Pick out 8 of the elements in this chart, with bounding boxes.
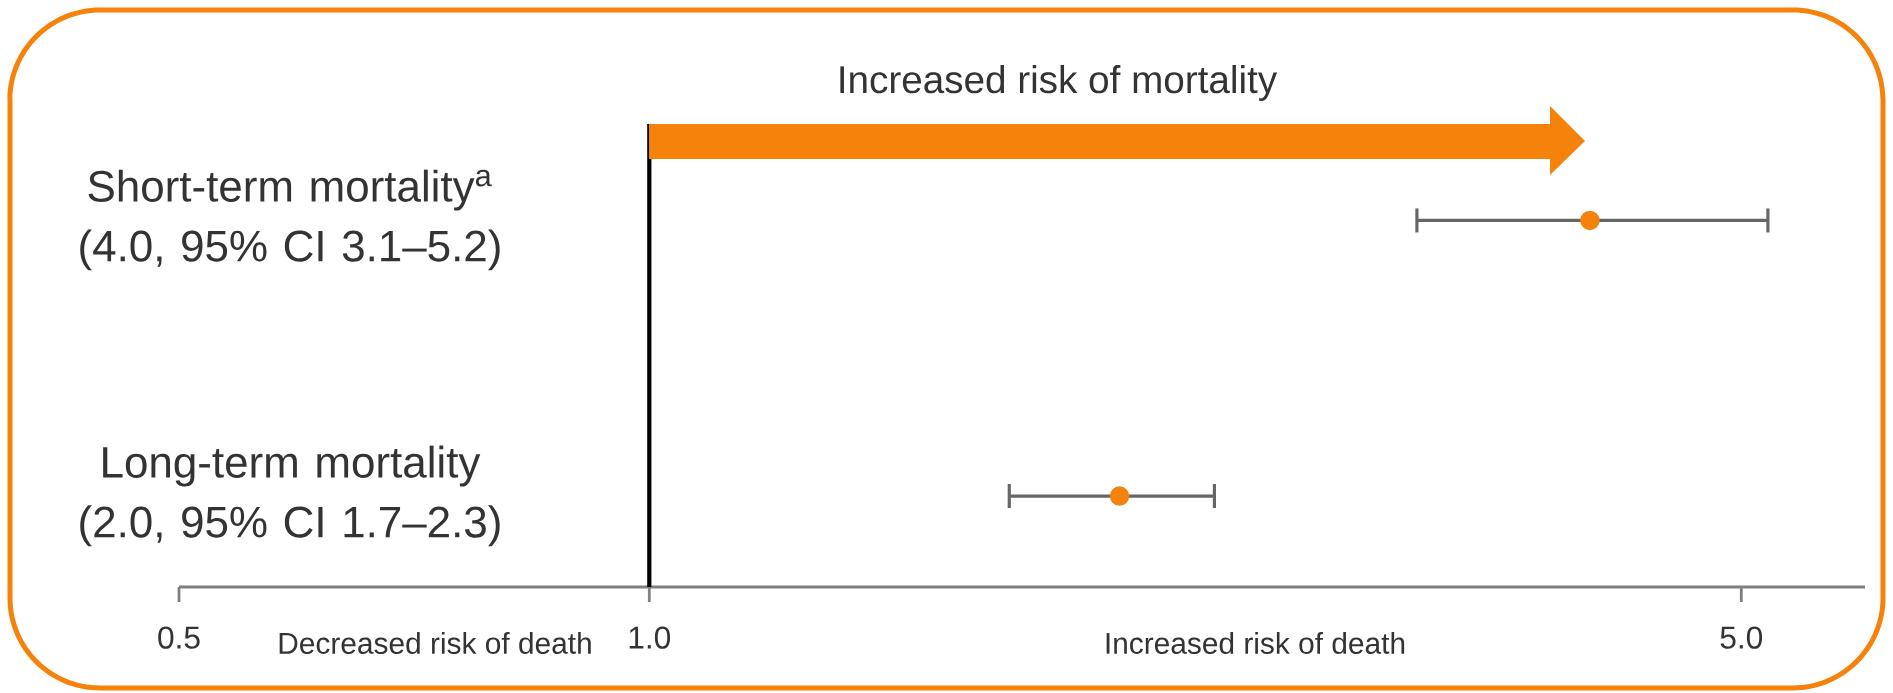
category-label: Short-term mortality$^{a}$ (4.0, 95% CI 3.1–5.2)	[80, 169, 500, 271]
x-tick-label: 5.0	[1720, 626, 1763, 649]
y-tick-label: Long-term mortality (2.0, 95% CI 1.7–2.3)	[80, 445, 500, 547]
text: Decreased risk of death	[279, 632, 591, 654]
x-tick-label: 0.5	[158, 626, 200, 649]
text: Increased risk of death	[1106, 632, 1405, 654]
x-tick-label: 1.0	[629, 626, 671, 649]
text: Increased risk of mortality	[840, 64, 1278, 101]
